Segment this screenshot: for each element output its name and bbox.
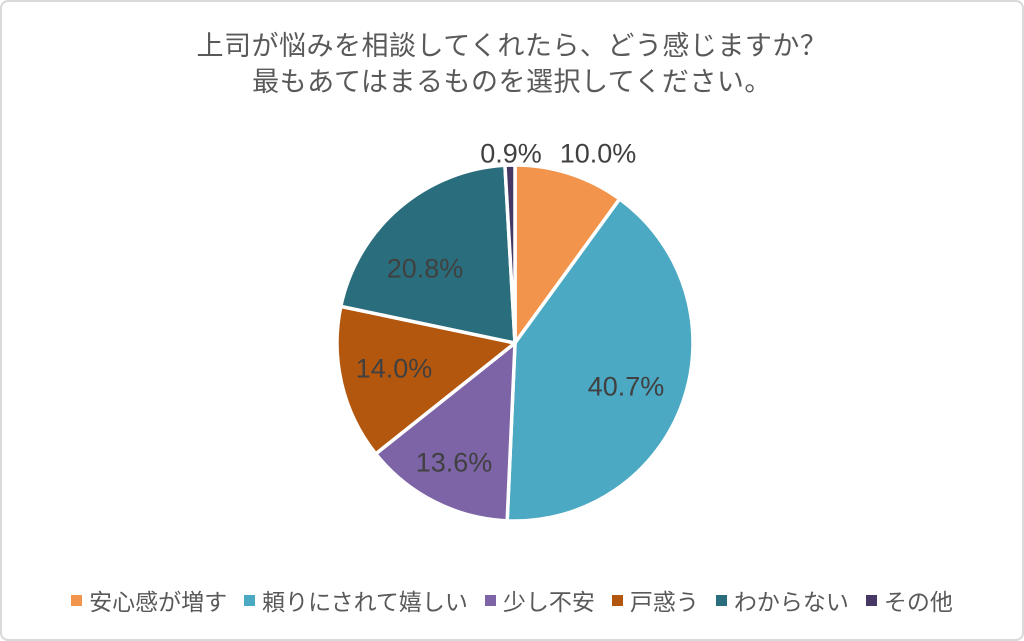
data-label-4: 14.0% bbox=[355, 353, 433, 384]
data-label-3: 13.6% bbox=[415, 447, 493, 478]
pie-slice-6 bbox=[503, 163, 517, 345]
data-label-1: 10.0% bbox=[559, 138, 637, 169]
data-label-2: 40.7% bbox=[587, 371, 665, 402]
pie-slice-4 bbox=[335, 304, 517, 456]
legend-swatch-icon bbox=[484, 594, 496, 606]
legend-label: その他 bbox=[883, 589, 953, 615]
pie-slice-1 bbox=[513, 163, 622, 345]
legend-label: 安心感が増す bbox=[89, 589, 228, 615]
legend-swatch-icon bbox=[611, 594, 623, 606]
pie-slice-5 bbox=[339, 163, 517, 345]
legend-item-2: 頼りにされて嬉しい bbox=[244, 583, 468, 617]
legend-item-3: 少し不安 bbox=[484, 583, 595, 617]
legend-item-4: 戸惑う bbox=[611, 583, 699, 617]
legend-label: 戸惑う bbox=[629, 589, 699, 615]
legend-swatch-icon bbox=[244, 594, 256, 606]
legend-swatch-icon bbox=[715, 594, 727, 606]
data-label-5: 20.8% bbox=[386, 253, 464, 284]
legend-item-1: 安心感が増す bbox=[71, 583, 227, 617]
legend-swatch-icon bbox=[71, 594, 83, 606]
legend-swatch-icon bbox=[865, 594, 877, 606]
chart-title: 上司が悩みを相談してくれたら、どう感じますか？ 最もあてはまるものを選択してくだ… bbox=[2, 28, 1022, 100]
chart-title-line1: 上司が悩みを相談してくれたら、どう感じますか？ bbox=[196, 31, 828, 61]
data-label-6: 0.9% bbox=[480, 138, 542, 169]
chart-title-line2: 最もあてはまるものを選択してください。 bbox=[252, 67, 772, 97]
legend-label: 少し不安 bbox=[502, 589, 595, 615]
legend-item-6: その他 bbox=[865, 583, 953, 617]
legend: 安心感が増す 頼りにされて嬉しい 少し不安 戸惑う わからない その他 bbox=[2, 583, 1022, 617]
pie-slice-3 bbox=[373, 341, 517, 523]
legend-item-5: わからない bbox=[715, 583, 849, 617]
pie-slice-2 bbox=[505, 197, 695, 523]
legend-label: 頼りにされて嬉しい bbox=[262, 589, 468, 615]
legend-label: わからない bbox=[733, 589, 849, 615]
